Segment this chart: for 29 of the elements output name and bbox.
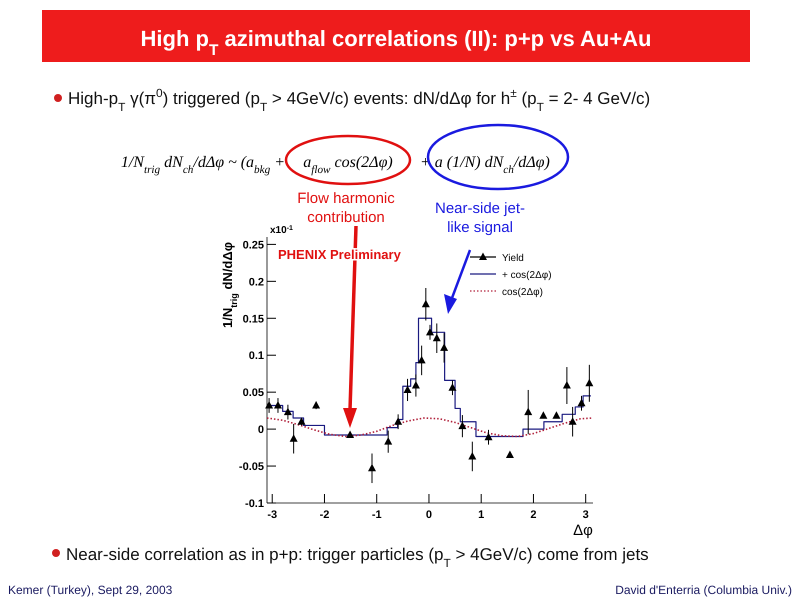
y-tick-label: 0.25 (242, 239, 264, 252)
y-tick-label: -0.05 (238, 461, 264, 474)
y-tick-label: -0.1 (245, 498, 264, 510)
x-tick-label: -1 (372, 509, 382, 521)
text: a$_{flow}$ cos(2Δφ) (303, 154, 393, 176)
legend-label: + cos(2Δφ) (502, 270, 552, 281)
legend-label: cos(2Δφ) (502, 287, 543, 298)
x-tick-label: 1 (478, 509, 484, 521)
text: x10$^{-1}$ (270, 224, 294, 236)
text: Near-side jet-like signal (434, 200, 526, 236)
y-tick-label: 0.15 (242, 313, 264, 326)
text: Kemer (Turkey), Sept 29, 2003 (8, 583, 173, 597)
x-tick-label: -2 (320, 509, 330, 521)
x-tick-label: 2 (530, 509, 537, 521)
y-tick-label: 0.05 (242, 387, 264, 400)
text: David d'Enterria (Columbia Univ.) (615, 583, 792, 597)
text: Flow harmonic contribution (297, 190, 396, 226)
legend-label: Yield (502, 253, 524, 264)
text: Near-side correlation as in p+p: trigger particles (p$_{T}$ > 4GeV/c) come from jets (66, 545, 649, 570)
x-tick-label: 3 (582, 509, 589, 521)
x-tick-label: 0 (426, 509, 432, 521)
y-tick-label: 0.2 (248, 276, 264, 288)
y-tick-label: 0 (258, 424, 264, 436)
x-tick-label: -3 (267, 509, 278, 521)
y-tick-label: 0.1 (248, 350, 264, 362)
x-axis-title: Δφ (573, 522, 594, 539)
text: 1/N$_{trig}$ dN$_{ch}$/dΔφ ~ (a$_{bkg}$ + (120, 154, 285, 176)
text: High-p$_{T}$ γ(π$^{0}$) triggered (p$_{T}$ > 4GeV/c) events: dN/dΔφ for h$^{±}$ (p$_{T}$ = 2- 4 GeV/c) (68, 86, 650, 114)
chart-title: High p$_{T}$ azimuthal correlations (II): p+p vs Au+Au (140, 26, 652, 58)
